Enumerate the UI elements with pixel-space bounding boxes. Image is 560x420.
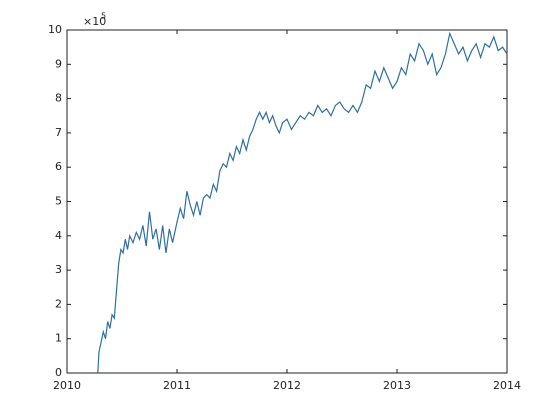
x-tick-label: 2013 [383,379,411,392]
x-tick-label: 2012 [273,379,301,392]
y-tick-label: 1 [55,332,62,345]
axes-box [66,29,508,374]
x-tick-label: 2014 [493,379,521,392]
y-tick-label: 0 [55,366,62,379]
y-tick-label: 10 [48,23,62,36]
y-tick-label: 2 [55,297,62,310]
y-multiplier: ×10 [83,15,106,28]
y-tick-label: 7 [55,126,62,139]
y-tick-label: 9 [55,57,62,70]
data-line [97,31,508,374]
y-tick-label: 3 [55,263,62,276]
y-tick-label: 6 [55,160,62,173]
y-tick-label: 8 [55,92,62,105]
x-tick-label: 2010 [53,379,81,392]
x-tick-label: 2011 [163,379,191,392]
y-tick-label: 4 [55,229,62,242]
y-tick-label: 5 [55,195,62,208]
y-multiplier-exponent: 5 [101,12,106,21]
